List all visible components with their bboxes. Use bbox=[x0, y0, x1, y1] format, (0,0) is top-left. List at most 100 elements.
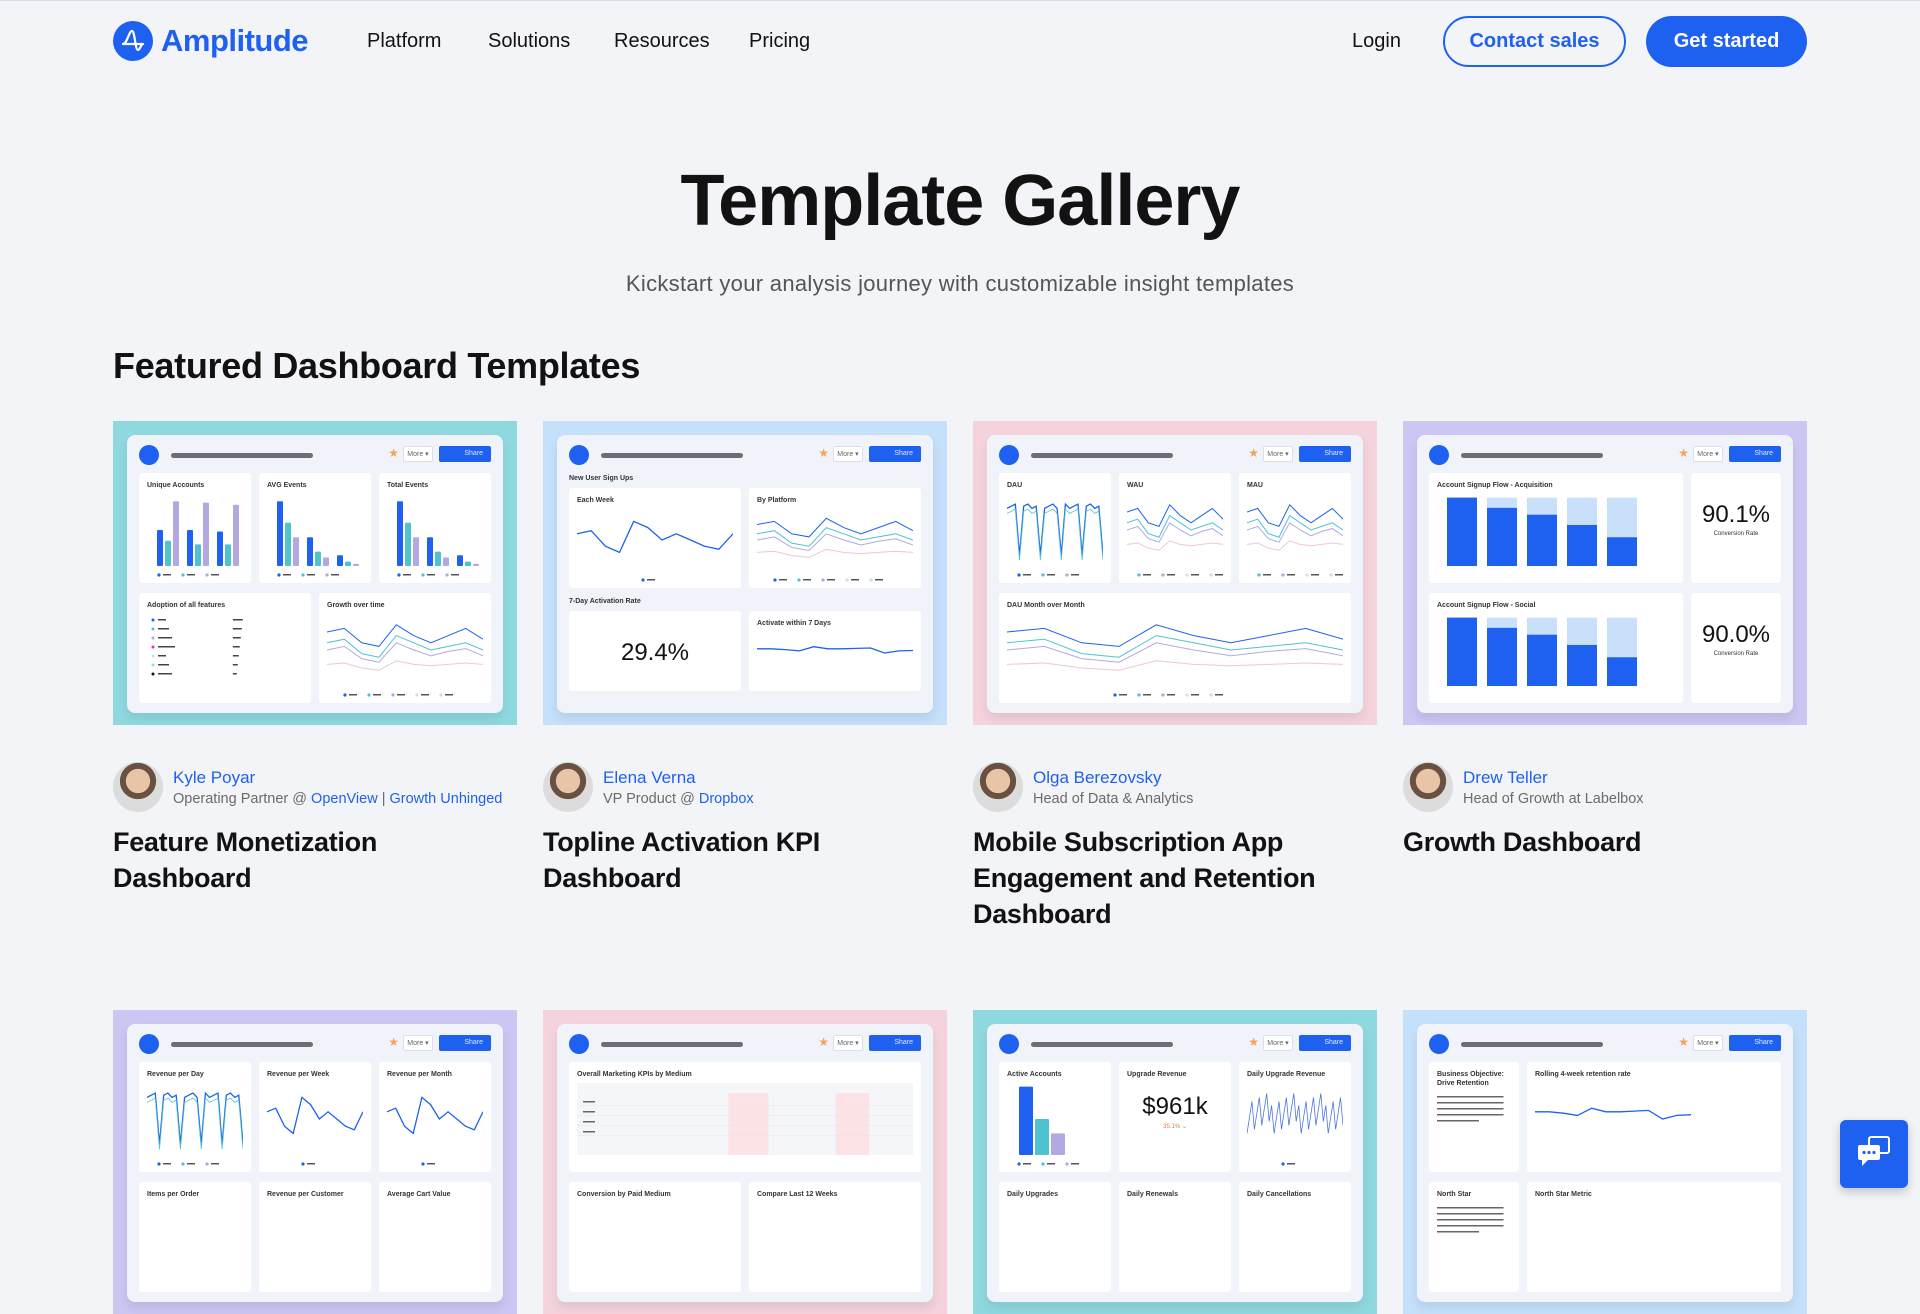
title-placeholder bbox=[601, 1042, 743, 1047]
template-title[interactable]: Topline Activation KPI Dashboard bbox=[543, 827, 820, 893]
template-title[interactable]: Mobile Subscription App Engagement and R… bbox=[973, 827, 1316, 929]
widget-title: Daily Cancellations bbox=[1247, 1191, 1312, 1198]
section-label: New User Sign Ups bbox=[569, 475, 634, 482]
widget: Overall Marketing KPIs by Medium bbox=[569, 1062, 921, 1172]
share-button: Share bbox=[869, 446, 921, 462]
funnel-chart-thumbnail bbox=[1437, 614, 1675, 698]
template-card[interactable]: ★ More ▾ Share New User Sign Ups Each Week By… bbox=[543, 421, 947, 896]
widget-title: Daily Upgrades bbox=[1007, 1191, 1058, 1198]
author-name[interactable]: Elena Verna bbox=[603, 767, 696, 787]
multiline-chart-thumbnail bbox=[757, 509, 913, 583]
amplitude-logo-icon bbox=[569, 445, 589, 465]
widget-title: Revenue per Week bbox=[267, 1071, 330, 1078]
widget: Each Week bbox=[569, 488, 741, 588]
amplitude-logo[interactable]: Amplitude bbox=[113, 21, 309, 61]
author-name[interactable]: Olga Berezovsky bbox=[1033, 767, 1162, 787]
more-button: More ▾ bbox=[1693, 446, 1723, 462]
nav-pricing[interactable]: Pricing bbox=[749, 30, 811, 52]
author-name[interactable]: Kyle Poyar bbox=[173, 767, 256, 787]
template-card[interactable]: ★ More ▾ Share Business Objective: Drive Re… bbox=[1403, 1010, 1807, 1314]
widget: Daily Upgrades bbox=[999, 1182, 1111, 1292]
template-thumbnail[interactable]: ★ More ▾ Share Business Objective: Drive Re… bbox=[1403, 1010, 1807, 1314]
template-thumbnail[interactable]: ★ More ▾ Share Revenue per Day Revenue per W… bbox=[113, 1010, 517, 1314]
widget: Upgrade Revenue $961k 35.1% ⌄ bbox=[1119, 1062, 1231, 1172]
author-company-link[interactable]: OpenView bbox=[311, 790, 378, 807]
line-chart-thumbnail bbox=[577, 509, 733, 583]
author-company-link[interactable]: Growth Unhinged bbox=[389, 790, 503, 807]
more-button: More ▾ bbox=[1263, 1035, 1293, 1051]
preview-header: ★ More ▾ Share bbox=[127, 435, 503, 473]
page-title: Template Gallery bbox=[680, 161, 1241, 241]
widget-title: WAU bbox=[1127, 482, 1144, 489]
text-chart-thumbnail bbox=[1437, 1092, 1511, 1172]
contact-sales-button[interactable]: Contact sales bbox=[1443, 16, 1626, 67]
share-button: Share bbox=[439, 446, 491, 462]
widget: 29.4% bbox=[569, 611, 741, 691]
nav-resources[interactable]: Resources bbox=[614, 30, 710, 52]
star-icon: ★ bbox=[1248, 1035, 1259, 1049]
share-button: Share bbox=[1299, 1035, 1351, 1051]
widget-title: Daily Renewals bbox=[1127, 1191, 1178, 1198]
amplitude-logo-icon bbox=[139, 1034, 159, 1054]
more-button: More ▾ bbox=[403, 1035, 433, 1051]
author-company-link[interactable]: Dropbox bbox=[698, 790, 754, 807]
widget-title: Items per Order bbox=[147, 1191, 200, 1198]
widget-title: Account Signup Flow - Acquisition bbox=[1437, 482, 1553, 489]
line-chart-thumbnail bbox=[267, 1083, 363, 1167]
widget: Account Signup Flow - Acquisition bbox=[1429, 473, 1683, 583]
widget-title: Overall Marketing KPIs by Medium bbox=[577, 1071, 692, 1078]
chat-button[interactable] bbox=[1840, 1120, 1908, 1188]
dashboard-preview: ★ More ▾ Share Account Signup Flow - Acquis… bbox=[1417, 435, 1793, 713]
author-role: VP Product @ Dropbox bbox=[603, 791, 754, 807]
widget-title: AVG Events bbox=[267, 482, 307, 489]
widget: Revenue per Day bbox=[139, 1062, 251, 1172]
widget-title: North Star bbox=[1437, 1191, 1472, 1198]
widget: By Platform bbox=[749, 488, 921, 588]
author-role-text: Head of Growth at Labelbox bbox=[1463, 790, 1644, 807]
widget: Revenue per Month bbox=[379, 1062, 491, 1172]
template-card[interactable]: ★ More ▾ Share Revenue per Day Revenue per W… bbox=[113, 1010, 517, 1314]
template-card[interactable]: ★ More ▾ Share DAU WAU MAU DAU Month over Mont… bbox=[973, 421, 1377, 932]
flat-chart-thumbnail bbox=[757, 632, 913, 686]
multiline-chart-thumbnail bbox=[1247, 494, 1343, 578]
template-thumbnail[interactable]: ★ More ▾ Share Unique Accounts AVG Events Tot… bbox=[113, 421, 517, 725]
template-card[interactable]: ★ More ▾ Share Overall Marketing KPIs by Me… bbox=[543, 1010, 947, 1314]
author-role: Operating Partner @ OpenView | Growth Un… bbox=[173, 791, 502, 807]
widget-title: Total Events bbox=[387, 482, 429, 489]
bars3-chart-thumbnail bbox=[1007, 1083, 1103, 1167]
widget: Daily Renewals bbox=[1119, 1182, 1231, 1292]
amplitude-logo-icon bbox=[569, 1034, 589, 1054]
more-button: More ▾ bbox=[833, 1035, 863, 1051]
title-placeholder bbox=[601, 453, 743, 458]
dashboard-preview: ★ More ▾ Share Overall Marketing KPIs by Me… bbox=[557, 1024, 933, 1302]
avatar bbox=[1403, 762, 1453, 812]
avatar bbox=[973, 762, 1023, 812]
template-thumbnail[interactable]: ★ More ▾ Share New User Sign Ups Each Week By… bbox=[543, 421, 947, 725]
template-thumbnail[interactable]: ★ More ▾ Share Account Signup Flow - Acquis… bbox=[1403, 421, 1807, 725]
template-thumbnail[interactable]: ★ More ▾ Share Active Accounts Upgrade Reven… bbox=[973, 1010, 1377, 1314]
title-placeholder bbox=[171, 453, 313, 458]
widget: Rolling 4-week retention rate bbox=[1527, 1062, 1781, 1172]
author-role-text: VP Product @ bbox=[603, 790, 699, 807]
nav-platform[interactable]: Platform bbox=[367, 30, 442, 52]
template-title[interactable]: Growth Dashboard bbox=[1403, 827, 1642, 857]
preview-header: ★ More ▾ Share bbox=[1417, 1024, 1793, 1062]
get-started-button[interactable]: Get started bbox=[1646, 16, 1807, 67]
template-thumbnail[interactable]: ★ More ▾ Share DAU WAU MAU DAU Month over Mont… bbox=[973, 421, 1377, 725]
share-button: Share bbox=[1299, 446, 1351, 462]
template-card[interactable]: ★ More ▾ Share Unique Accounts AVG Events Tot… bbox=[113, 421, 517, 896]
nav-solutions[interactable]: Solutions bbox=[488, 30, 571, 52]
funnel-chart-thumbnail bbox=[1437, 494, 1675, 578]
more-button: More ▾ bbox=[833, 446, 863, 462]
login-link[interactable]: Login bbox=[1352, 30, 1401, 52]
template-card[interactable]: ★ More ▾ Share Account Signup Flow - Acquis… bbox=[1403, 421, 1807, 860]
brand-name: Amplitude bbox=[161, 23, 309, 58]
template-title[interactable]: Feature Monetization Dashboard bbox=[113, 827, 378, 893]
template-card[interactable]: ★ More ▾ Share Active Accounts Upgrade Reven… bbox=[973, 1010, 1377, 1314]
title-placeholder bbox=[171, 1042, 313, 1047]
list-chart-thumbnail bbox=[147, 614, 303, 698]
widget: DAU bbox=[999, 473, 1111, 583]
author-name[interactable]: Drew Teller bbox=[1463, 767, 1548, 787]
author-role-text: | bbox=[377, 790, 390, 807]
template-thumbnail[interactable]: ★ More ▾ Share Overall Marketing KPIs by Me… bbox=[543, 1010, 947, 1314]
